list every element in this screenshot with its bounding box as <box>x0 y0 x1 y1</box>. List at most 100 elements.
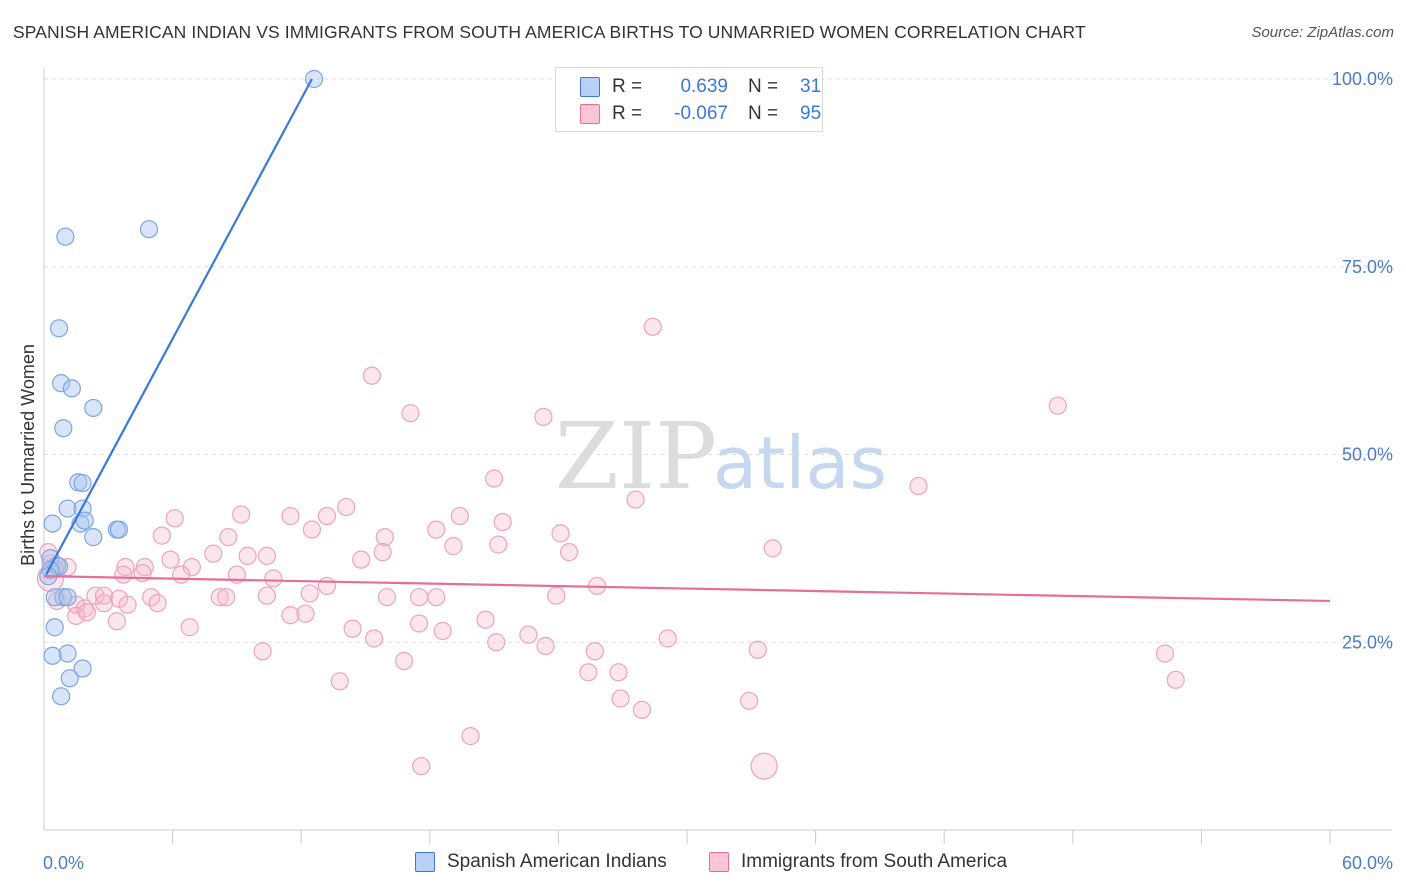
pink-point <box>748 640 767 659</box>
pink-point <box>281 606 300 625</box>
pink-point <box>116 558 135 577</box>
r-label: R = <box>612 103 643 124</box>
pink-point <box>585 642 604 661</box>
blue-point <box>52 374 71 393</box>
stats-row-blue: R = 0.639 N = 31 <box>580 74 821 100</box>
pink-point <box>551 524 570 543</box>
pink-point <box>302 520 322 539</box>
legend-item-immigrants-from-south-america: Immigrants from South America <box>709 851 1007 873</box>
pink-point <box>232 505 251 524</box>
blue-point <box>45 588 64 607</box>
pink-point <box>412 757 431 776</box>
pink-point <box>763 539 782 558</box>
pink-point <box>476 610 495 629</box>
pink-point <box>238 546 257 565</box>
pink-point <box>364 629 384 648</box>
pink-point <box>172 565 191 584</box>
pink-point <box>182 558 201 577</box>
pink-swatch <box>580 104 600 124</box>
pink-point <box>343 619 362 638</box>
blue-point <box>73 473 92 493</box>
y-tick-label: 50.0% <box>1342 445 1393 465</box>
r-value: 0.639 <box>680 76 728 97</box>
pink-point <box>534 407 553 427</box>
blue-point <box>58 644 77 663</box>
pink-point <box>409 614 429 633</box>
pink-swatch <box>709 852 729 872</box>
pink-point <box>485 469 504 488</box>
pink-trend-line <box>43 575 1331 603</box>
pink-point <box>489 535 508 554</box>
blue-series-points <box>39 69 324 706</box>
pink-point <box>107 612 126 631</box>
pink-point <box>219 528 238 547</box>
blue-swatch <box>580 77 600 97</box>
y-tick-label: 75.0% <box>1342 257 1393 277</box>
pink-point <box>487 633 506 652</box>
pink-point <box>427 588 446 607</box>
blue-point <box>43 646 62 665</box>
x-tick-labels: 0.0% 60.0% <box>43 853 1393 873</box>
pink-point <box>281 506 300 526</box>
pink-point <box>519 625 538 644</box>
n-value: 95 <box>800 103 822 124</box>
pink-point <box>547 586 566 605</box>
blue-swatch <box>415 852 435 872</box>
pink-point <box>165 509 184 528</box>
pink-point <box>750 752 778 780</box>
pink-point <box>337 497 356 517</box>
blue-point <box>49 319 69 338</box>
pink-point <box>579 663 598 682</box>
y-axis-label: Births to Unmarried Women <box>18 344 38 566</box>
pink-point <box>362 366 382 385</box>
watermark-zip: ZIP <box>555 403 717 510</box>
pink-point <box>1155 644 1175 663</box>
blue-point <box>60 669 79 688</box>
pink-point <box>94 586 114 605</box>
pink-point <box>114 565 133 584</box>
pink-series-points <box>36 317 1185 780</box>
pink-point <box>217 588 236 607</box>
n-value: 31 <box>800 76 822 97</box>
pink-point <box>317 576 337 596</box>
pink-point <box>1166 670 1185 689</box>
pink-point <box>632 700 652 719</box>
trend-lines <box>43 78 1331 603</box>
pink-point <box>375 528 394 547</box>
pink-point <box>493 512 512 532</box>
y-tick-label: 100.0% <box>1332 69 1393 89</box>
pink-point <box>740 691 759 710</box>
pink-point <box>461 727 480 746</box>
blue-trend-line <box>45 78 313 576</box>
pink-point <box>210 588 229 607</box>
pink-point <box>394 651 414 671</box>
pink-point <box>257 546 277 565</box>
blue-point <box>43 514 62 533</box>
pink-point <box>204 544 223 563</box>
pink-point <box>409 588 429 607</box>
pink-point <box>296 604 315 623</box>
blue-point <box>45 618 64 637</box>
pink-point <box>536 636 555 656</box>
blue-point <box>52 687 71 706</box>
y-tick-label: 25.0% <box>1342 632 1393 652</box>
pink-point <box>643 317 662 336</box>
blue-point <box>54 419 73 438</box>
blue-point <box>139 220 159 239</box>
blue-point <box>58 499 77 518</box>
pink-point <box>152 526 171 545</box>
pink-point <box>300 584 319 603</box>
blue-point <box>84 398 103 418</box>
x-tick-label: 0.0% <box>43 853 84 873</box>
watermark: ZIP atlas <box>555 403 887 510</box>
pink-point <box>444 537 463 556</box>
pink-point <box>352 550 371 569</box>
pink-point <box>161 550 180 569</box>
pink-point <box>77 603 96 622</box>
blue-point <box>56 227 75 246</box>
blue-point <box>62 379 81 398</box>
stats-legend: R = 0.639 N = 31 R = -0.067 N = 95 <box>555 67 823 132</box>
pink-point <box>377 588 397 607</box>
pink-point <box>433 621 452 641</box>
